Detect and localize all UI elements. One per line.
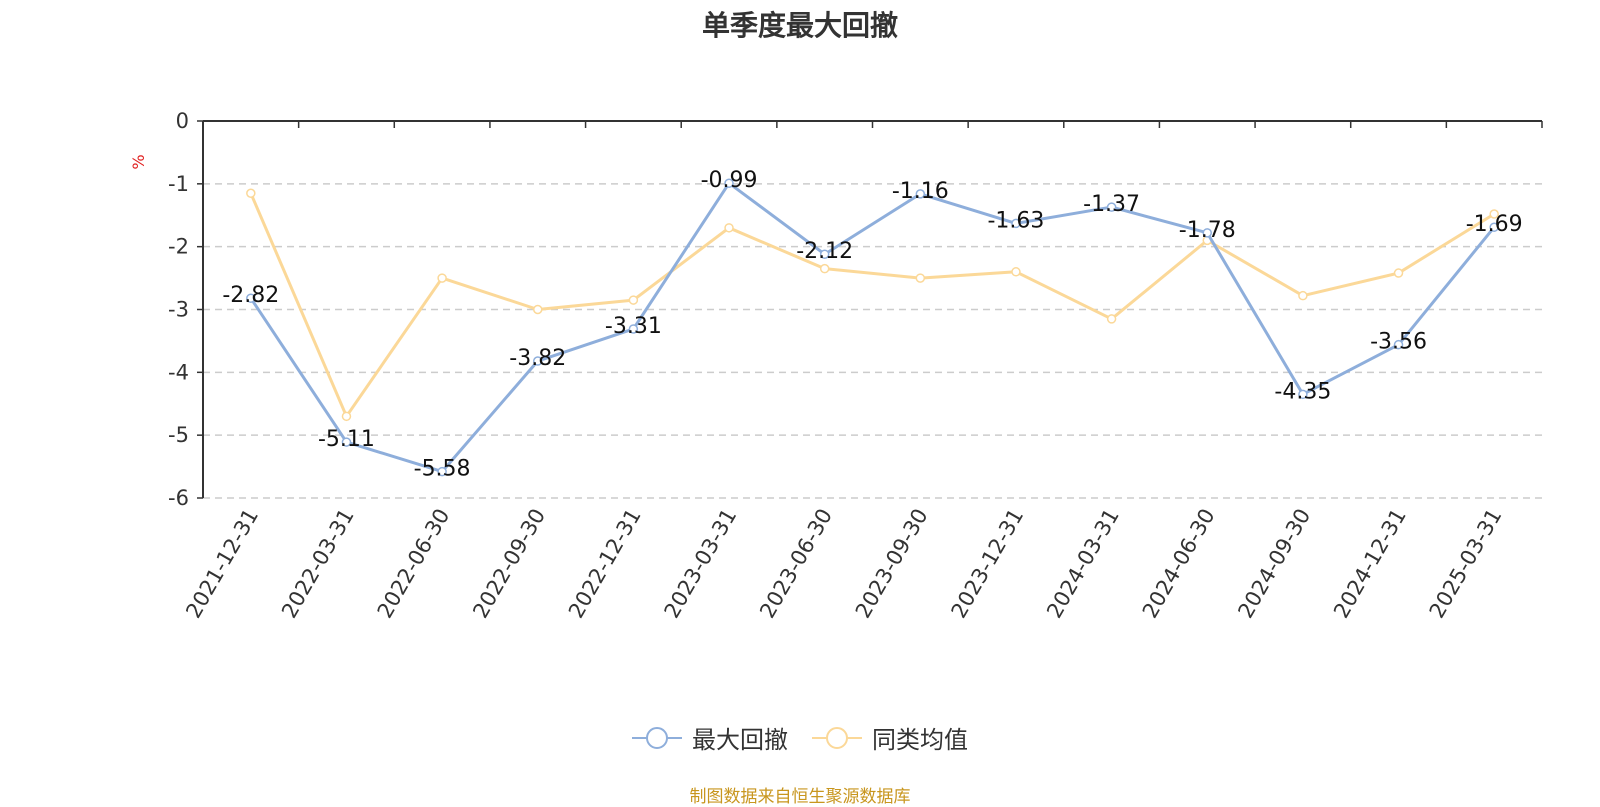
series-1-point[interactable] bbox=[1011, 267, 1021, 277]
series-1-point[interactable] bbox=[628, 295, 639, 305]
legend-item[interactable]: 最大回撤 bbox=[632, 720, 788, 755]
data-label: -5.58 bbox=[414, 457, 471, 482]
data-label: -0.99 bbox=[701, 168, 758, 193]
series-0-point[interactable] bbox=[1298, 389, 1308, 400]
series-1-point[interactable] bbox=[724, 223, 734, 233]
legend: 最大回撤 同类均值 bbox=[0, 720, 1600, 755]
data-label: -1.37 bbox=[1083, 192, 1140, 217]
data-label: -2.12 bbox=[796, 239, 853, 264]
series-1-point[interactable] bbox=[246, 188, 256, 199]
series-1-point[interactable] bbox=[341, 411, 352, 422]
data-label: -2.82 bbox=[222, 283, 279, 308]
series-1-point[interactable] bbox=[1106, 314, 1117, 324]
series-0-point[interactable] bbox=[1202, 228, 1212, 238]
y-tick-label: -6 bbox=[168, 486, 189, 510]
series-1-point[interactable] bbox=[1489, 209, 1499, 219]
source-note: 制图数据来自恒生聚源数据库 bbox=[689, 787, 911, 807]
series-0-point[interactable] bbox=[915, 189, 926, 199]
series-line-1 bbox=[249, 192, 1495, 418]
chart-title: 单季度最大回撤 bbox=[701, 9, 898, 42]
series-0-point[interactable] bbox=[437, 466, 447, 477]
x-tick-label: 2023-06-30 bbox=[755, 505, 837, 623]
y-tick-label: -1 bbox=[168, 172, 189, 196]
series-1-point[interactable] bbox=[533, 304, 543, 315]
series-1-point[interactable] bbox=[1298, 290, 1308, 301]
x-tick-label: 2023-03-31 bbox=[660, 505, 742, 623]
x-tick-label: 2024-09-30 bbox=[1233, 505, 1315, 623]
y-axis-label: % bbox=[129, 154, 148, 169]
data-label: -4.35 bbox=[1274, 379, 1331, 404]
series-0-point[interactable] bbox=[1011, 218, 1021, 229]
series-0-point[interactable] bbox=[533, 356, 543, 366]
series-0-point[interactable] bbox=[819, 249, 830, 259]
y-tick-label: -4 bbox=[168, 360, 189, 384]
series-1-point[interactable] bbox=[915, 273, 926, 283]
x-tick-label: 2022-03-31 bbox=[277, 505, 359, 623]
data-label: -3.82 bbox=[509, 346, 566, 371]
series-0-point[interactable] bbox=[246, 293, 256, 303]
series-1-point[interactable] bbox=[437, 273, 447, 283]
x-tick-label: 2024-12-31 bbox=[1329, 505, 1411, 623]
data-label: -1.63 bbox=[987, 208, 1044, 233]
series-line-0 bbox=[249, 181, 1496, 474]
x-tick-label: 2022-09-30 bbox=[468, 505, 550, 623]
series-0-point[interactable] bbox=[1393, 339, 1404, 350]
data-label: -1.69 bbox=[1466, 212, 1523, 237]
legend-line-circle-icon bbox=[812, 726, 862, 749]
legend-label: 同类均值 bbox=[872, 726, 968, 754]
data-label: -3.31 bbox=[605, 314, 662, 339]
series-1-point[interactable] bbox=[1393, 268, 1404, 278]
x-tick-label: 2024-03-31 bbox=[1042, 505, 1124, 623]
x-tick-label: 2021-12-31 bbox=[181, 505, 263, 623]
legend-item[interactable]: 同类均值 bbox=[812, 720, 968, 755]
x-tick-label: 2022-12-31 bbox=[564, 505, 646, 623]
series-0-point[interactable] bbox=[628, 324, 639, 334]
series-0-point[interactable] bbox=[1106, 202, 1117, 212]
x-tick-label: 2025-03-31 bbox=[1425, 505, 1507, 623]
series-0-point[interactable] bbox=[724, 178, 734, 188]
y-tick-label: -5 bbox=[168, 423, 189, 447]
legend-label: 最大回撤 bbox=[692, 726, 788, 754]
y-tick-label: -3 bbox=[168, 298, 189, 322]
data-label: -1.16 bbox=[892, 179, 949, 204]
series-1-point[interactable] bbox=[819, 263, 830, 274]
y-tick-label: 0 bbox=[176, 109, 189, 133]
x-tick-label: 2023-12-31 bbox=[946, 505, 1028, 623]
x-tick-label: 2024-06-30 bbox=[1138, 505, 1220, 623]
data-label: -5.11 bbox=[318, 427, 375, 452]
data-label: -1.78 bbox=[1179, 218, 1236, 243]
y-tick-label: -2 bbox=[168, 235, 189, 259]
series-0-point[interactable] bbox=[1489, 222, 1499, 232]
legend-line-circle-icon bbox=[632, 726, 682, 749]
data-label: -3.56 bbox=[1370, 330, 1427, 355]
x-tick-label: 2022-06-30 bbox=[373, 505, 455, 623]
series-0-point[interactable] bbox=[341, 437, 352, 447]
x-tick-label: 2023-09-30 bbox=[851, 505, 933, 623]
